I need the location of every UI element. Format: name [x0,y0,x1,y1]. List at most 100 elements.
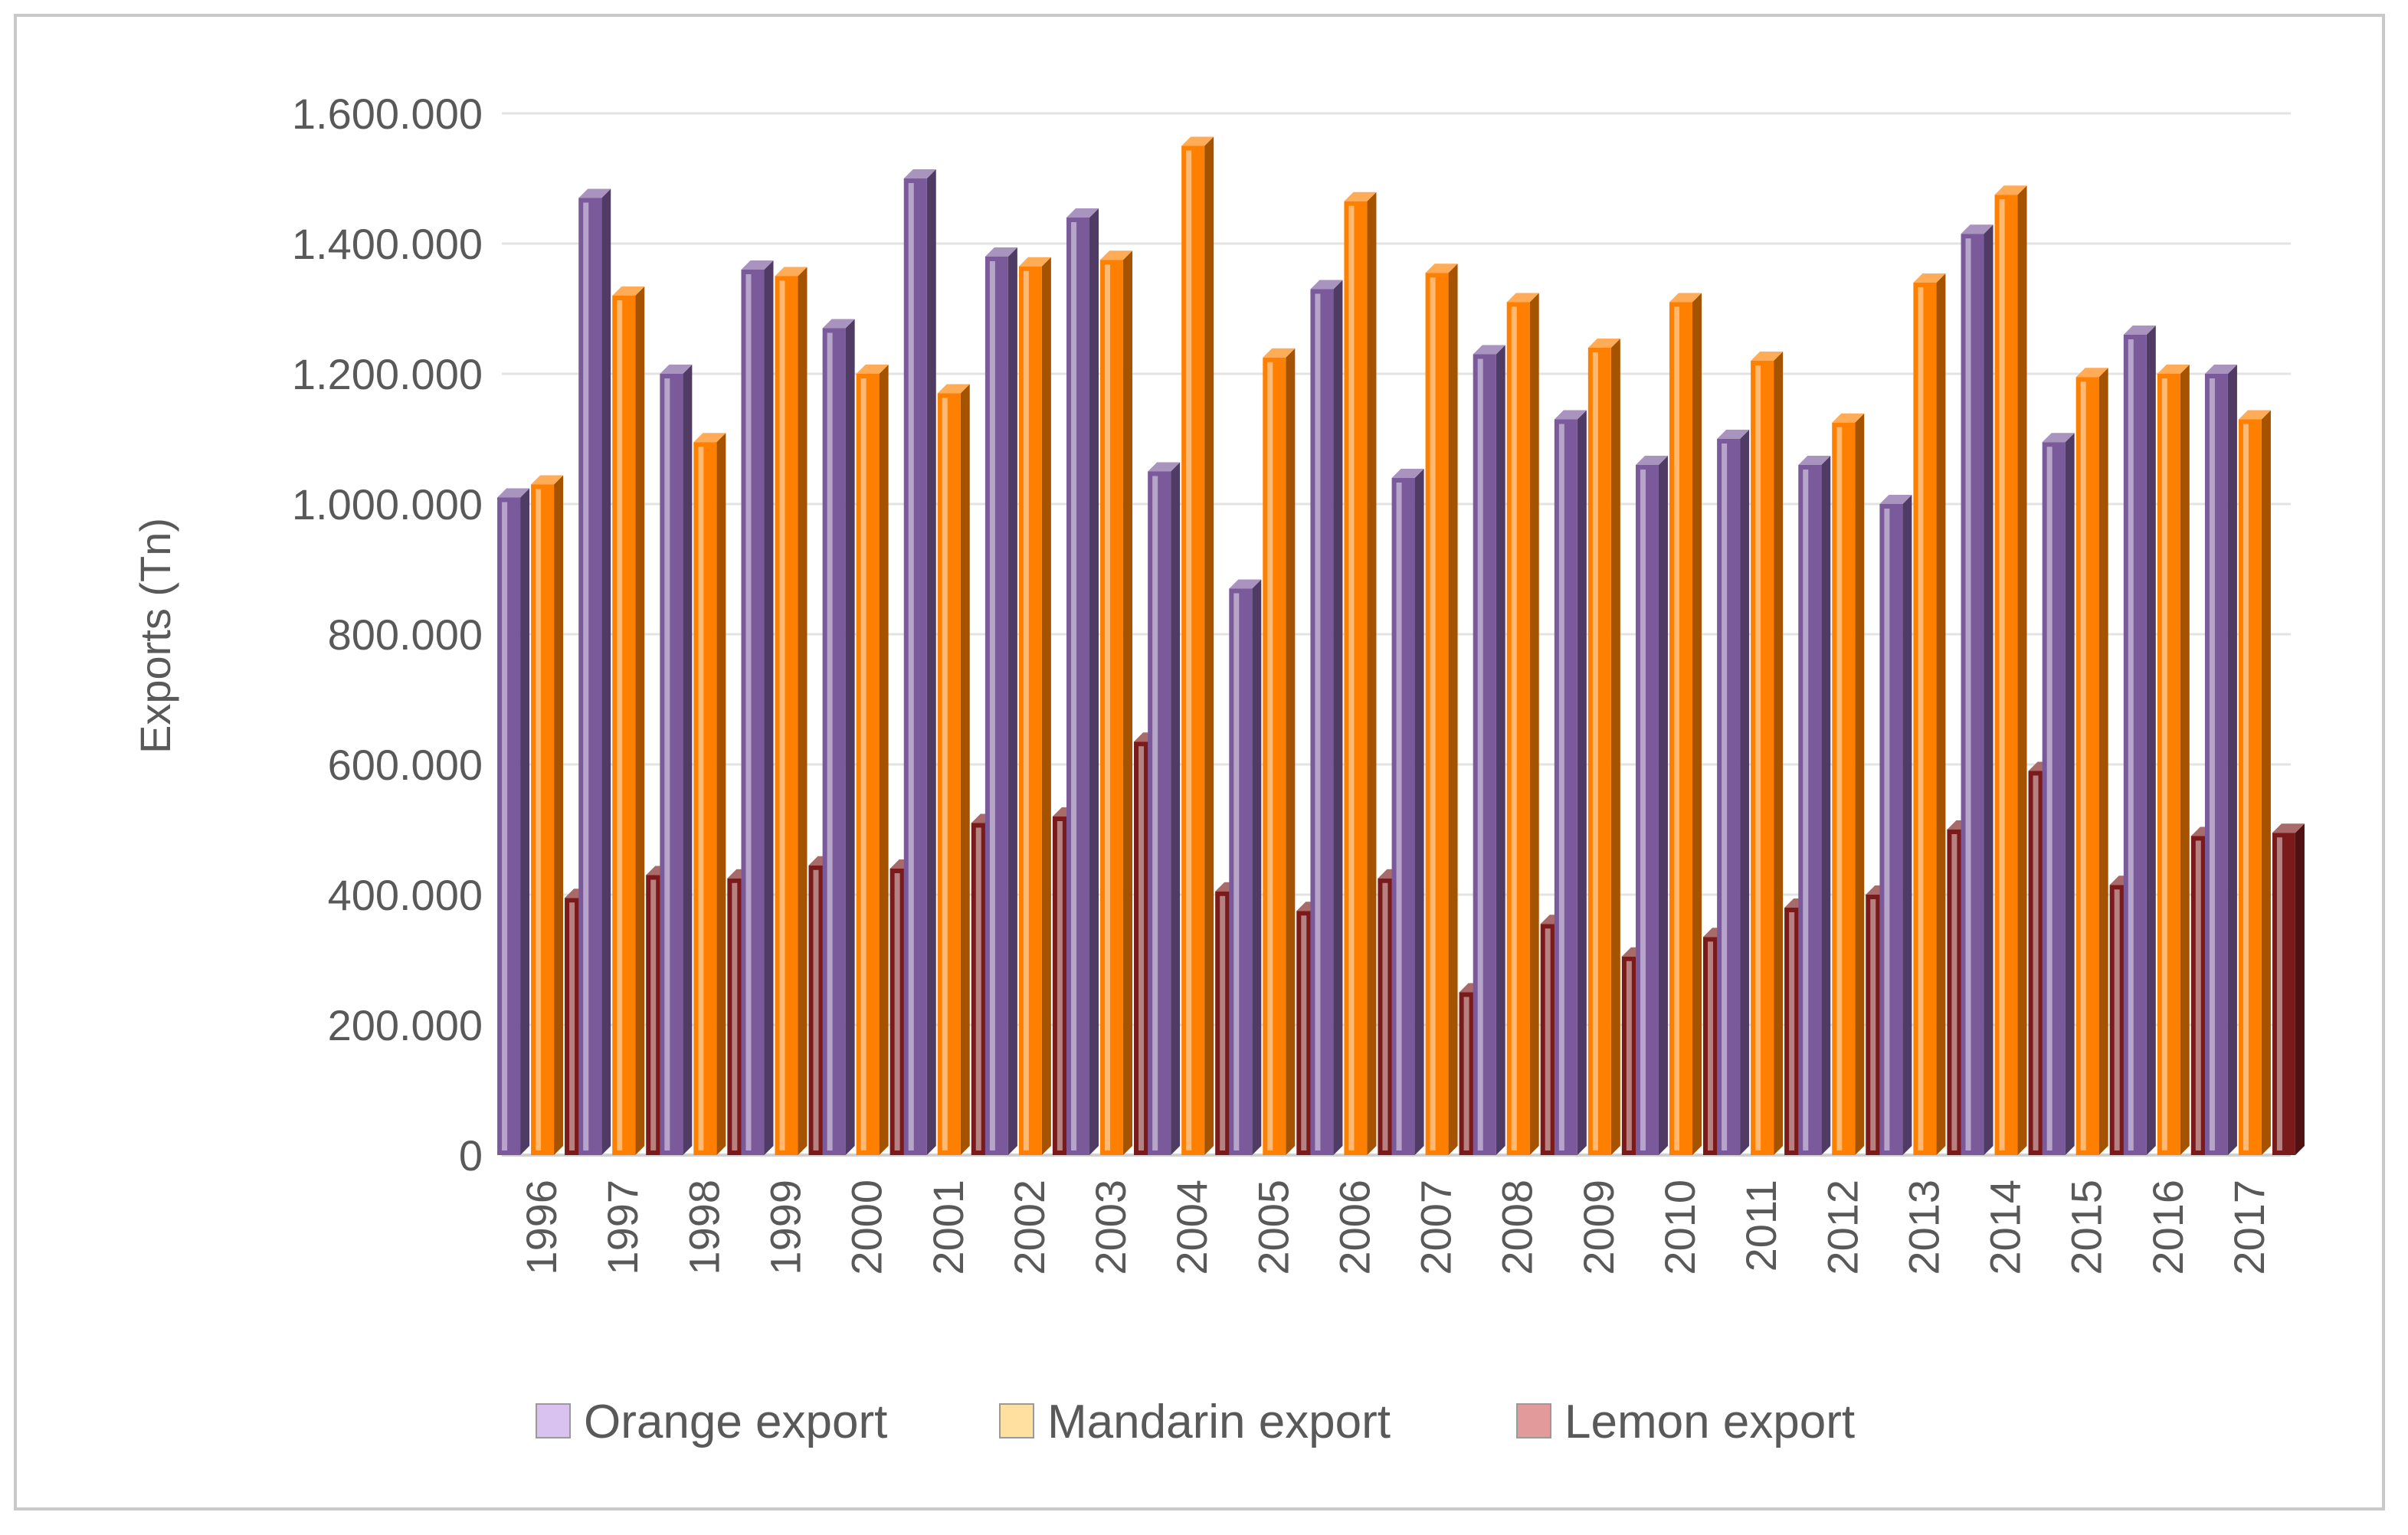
bar-highlight [1152,476,1158,1150]
bar-highlight [1755,365,1761,1150]
bar-orange-export-2015 [2042,433,2075,1155]
bar-side [1171,462,1181,1155]
bar-side [1529,293,1539,1155]
bar-orange-export-2008 [1473,345,1505,1155]
bar-orange-export-2005 [1229,579,1262,1155]
bar-side [1902,495,1912,1155]
bar-highlight [664,378,670,1150]
legend-swatch [536,1403,571,1438]
bar-orange-export-2014 [1961,224,1994,1155]
x-tick-label: 2010 [1656,1180,1704,1275]
bar-highlight [975,827,981,1150]
bar-side [2098,368,2108,1155]
bar-highlight [860,378,867,1150]
bar-top [1798,456,1831,465]
bar-side [1123,250,1133,1155]
x-tick-label: 2009 [1574,1180,1623,1275]
bar-highlight [1965,238,1971,1150]
bar-highlight [1558,424,1564,1150]
bar-front [531,484,555,1155]
bar-orange-export-2003 [1066,208,1099,1155]
bar-highlight [2033,775,2039,1150]
bar-top [612,286,645,296]
y-tick-label: 0 [459,1131,483,1180]
legend-item-orange-export: Orange export [536,1396,887,1448]
bar-side [1367,191,1377,1155]
bar-highlight [732,882,738,1150]
bar-top [2238,410,2271,420]
bar-top [1587,339,1620,348]
bar-front [1310,289,1334,1155]
bar-side [1658,456,1668,1155]
bar-front [1148,471,1171,1155]
bar-mandarin-export-2005 [1263,348,1296,1155]
bar-orange-export-2007 [1391,469,1424,1155]
bar-top [1717,430,1750,439]
bar-side [960,384,970,1155]
bar-mandarin-export-2000 [856,365,889,1155]
bar-orange-export-1997 [578,188,611,1155]
bar-front [1100,260,1124,1155]
bar-highlight [1951,834,1958,1150]
bar-side [1414,469,1424,1155]
bar-highlight [1301,915,1307,1150]
bar-top [1961,224,1994,234]
bar-top [693,433,726,443]
bar-highlight [1105,264,1111,1150]
bar-front [497,497,521,1155]
bar-highlight [569,902,575,1150]
bar-highlight [2209,378,2215,1150]
y-tick-label: 400.000 [328,871,483,919]
bar-highlight [1545,928,1551,1150]
bar-highlight [908,183,914,1150]
bar-orange-export-2009 [1554,410,1587,1155]
bar-highlight [650,879,657,1150]
bars-group [497,136,2305,1155]
bar-mandarin-export-1999 [775,267,808,1155]
bar-highlight [2276,837,2282,1150]
bar-top [1310,280,1343,290]
bar-top [2204,365,2237,374]
legend-item-lemon-export: Lemon export [1516,1396,1855,1448]
bar-orange-export-2017 [2204,365,2237,1155]
bar-highlight [1640,470,1646,1150]
bar-highlight [502,502,508,1150]
bar-side [2261,410,2271,1155]
bar-orange-export-2011 [1717,430,1750,1155]
legend-swatch [999,1403,1034,1438]
bar-highlight [2080,381,2086,1150]
bar-orange-export-1998 [660,365,693,1155]
x-tick-label: 1996 [517,1180,565,1275]
bar-side [1007,247,1017,1155]
bar-front [822,328,846,1155]
bar-side [2017,185,2027,1155]
bar-mandarin-export-2002 [1018,257,1051,1155]
bar-front [1506,302,1530,1155]
bar-top [1425,263,1458,273]
bar-highlight [1803,470,1809,1150]
bar-highlight [989,261,995,1150]
x-tick-label: 1997 [598,1180,647,1275]
bar-top [856,365,889,374]
bar-mandarin-export-2017 [2238,410,2271,1155]
bar-front [984,257,1008,1155]
x-tick-label: 2004 [1168,1180,1216,1275]
bar-front [1913,283,1937,1155]
bar-front [775,276,798,1155]
bar-highlight [2161,378,2167,1150]
bar-mandarin-export-2009 [1587,339,1620,1155]
bar-orange-export-2001 [903,169,936,1155]
bar-highlight [1315,293,1321,1150]
bar-front [2272,833,2295,1155]
bar-front [1344,201,1368,1155]
bar-top [903,169,936,178]
bar-mandarin-export-2014 [1994,185,2027,1155]
y-tick-label: 200.000 [328,1001,483,1049]
x-tick-label: 1999 [761,1180,809,1275]
bar-top [1148,462,1181,472]
bar-mandarin-export-2011 [1751,352,1784,1155]
legend-label: Orange export [584,1396,887,1448]
bar-top [1100,250,1133,260]
bar-highlight [1382,882,1388,1150]
bar-front [693,442,717,1155]
